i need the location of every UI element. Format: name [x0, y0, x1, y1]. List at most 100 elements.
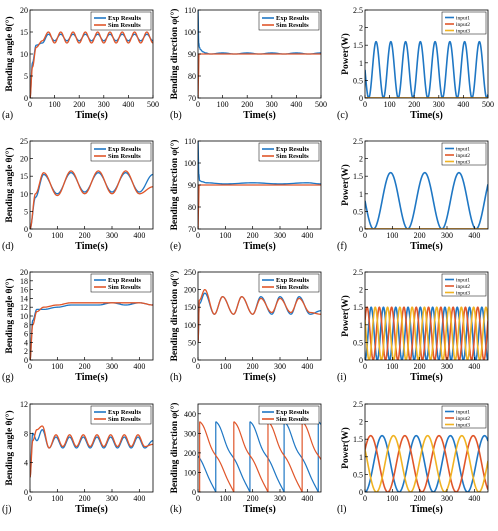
panel-j-xtick-label: 400: [133, 494, 145, 503]
panel-j-series-sim-results: [30, 425, 153, 478]
panel-k-ytick-label: 0: [192, 488, 196, 497]
panel-k-ytick-label: 100: [184, 468, 196, 477]
panel-a-plot-area: [30, 31, 153, 98]
panel-d-xtick-label: 200: [79, 231, 91, 240]
panel-l-legend-label: input2: [456, 416, 470, 422]
panel-c-axes-frame: [364, 9, 489, 99]
panel-j-ytick-label: 12: [20, 400, 28, 409]
panel-c-ytick-label: 1.5: [353, 41, 363, 50]
panel-b-xtick-label: 300: [266, 100, 278, 109]
panel-b-ytick-label: 100: [184, 28, 196, 37]
panel-l-ytick-label: 1.5: [353, 435, 363, 444]
panel-b-legend-label: Sim Results: [276, 22, 309, 29]
panel-c-xtick-label: 400: [457, 100, 469, 109]
panel-l-legend-label: input3: [456, 423, 470, 429]
panel-j-legend-label: Sim Results: [108, 416, 141, 423]
panel-i-ytick-label: 1.5: [353, 303, 363, 312]
panel-b-xtick-label: 100: [217, 100, 229, 109]
panel-g-xlabel: Time(s): [75, 372, 108, 383]
panel-l-xtick-label: 400: [468, 494, 480, 503]
panel-a-legend-label: Exp Results: [108, 15, 142, 22]
panel-e-ytick-label: 70: [188, 225, 196, 234]
panel-h-xtick-label: 300: [274, 362, 286, 371]
panel-a-xtick-label: 100: [49, 100, 61, 109]
panel-h-xtick-label: 100: [219, 362, 231, 371]
panel-f-panel-label: (f): [337, 241, 347, 252]
panel-g-xtick-label: 300: [106, 362, 118, 371]
panel-f-ytick-label: 2.5: [353, 137, 363, 146]
panel-c-xtick-label: 500: [482, 100, 494, 109]
panel-a: 0 100 200 300 400 500 0 5 10 15 20 Time(s) Bending a…: [2, 6, 159, 121]
panel-e-ytick-label: 80: [188, 203, 196, 212]
panel-l-axes-frame: [364, 403, 489, 493]
panel-h-ytick-label: 100: [184, 321, 196, 330]
panel-c-ytick-label: 2: [359, 24, 363, 33]
panel-e-ytick-label: 90: [188, 181, 196, 190]
panel-k-series-exp-results-2: [249, 421, 285, 492]
panel-g-plot-area: [30, 302, 153, 360]
panel-l-xtick-label: 100: [386, 494, 398, 503]
panel-j-xtick-label: 100: [51, 494, 63, 503]
panel-l-xtick-label: 300: [441, 494, 453, 503]
panel-f-xtick-label: 300: [441, 231, 453, 240]
panel-a-xtick-label: 500: [147, 100, 159, 109]
panel-a-ytick-label: 0: [24, 94, 28, 103]
panel-c-legend-label: input3: [456, 29, 470, 35]
panel-k-series-exp-results-0: [198, 455, 217, 492]
panel-k-xtick-label: 100: [219, 494, 231, 503]
panel-e-xtick-label: 200: [247, 231, 259, 240]
panel-c-ytick-label: 2.5: [353, 6, 363, 15]
panel-k-ytick-label: 400: [184, 410, 196, 419]
panel-d-xtick-label: 400: [133, 231, 145, 240]
panel-k-plot-area: [198, 421, 321, 492]
panel-k: 0 100 200 300 400 0 100 200 300 400 Time(s) Bending…: [169, 403, 322, 515]
panel-i-plot-area: [365, 306, 488, 360]
panel-b-ytick-label: 70: [188, 94, 196, 103]
panel-a-ytick-label: 10: [20, 50, 28, 59]
panel-h-ytick-label: 50: [188, 338, 196, 347]
panel-d-xtick-label: 300: [106, 231, 118, 240]
panel-k-series-exp-results-1: [215, 421, 251, 492]
panel-l-series-input3: [365, 434, 488, 492]
panel-k-series-sim-results-2: [267, 421, 303, 492]
panel-a-ytick-label: 20: [20, 6, 28, 15]
panel-a-ytick-label: 5: [24, 72, 28, 81]
panel-e-ylabel: Bending direction φ(°): [169, 140, 180, 231]
panel-h-legend-label: Exp Results: [276, 277, 310, 284]
panel-g-ytick-label: 0: [24, 356, 28, 365]
panel-i-panel-label: (i): [337, 372, 346, 383]
panel-i-ytick-label: 0: [359, 356, 363, 365]
panel-d-ylabel: Bending angle θ(°): [4, 147, 15, 222]
panel-c-ylabel: Power(W): [340, 33, 351, 75]
panel-d-xtick-label: 100: [51, 231, 63, 240]
panel-j-ytick-label: 4: [24, 459, 28, 468]
panel-d-ytick-label: 5: [24, 207, 28, 216]
panel-d-xlabel: Time(s): [75, 241, 108, 252]
panel-f-ylabel: Power(W): [340, 164, 351, 206]
panel-b-plot-area: [198, 10, 321, 98]
panel-h-ytick-label: 250: [184, 268, 196, 277]
panel-a-xtick-label: 200: [73, 100, 85, 109]
panel-j-xtick-label: 0: [28, 494, 32, 503]
panel-a-xlabel: Time(s): [75, 110, 108, 121]
panel-j-ytick-label: 0: [24, 488, 28, 497]
panel-e-xlabel: Time(s): [243, 241, 276, 252]
panel-f-legend-label: input2: [456, 153, 470, 159]
panel-c-series-input1: [365, 40, 488, 98]
panel-i: 0 100 200 300 400 0 0.5 1 1.5 2 2.5 Time(s) Power(W)…: [337, 268, 489, 383]
panel-c-plot-area: [365, 40, 488, 98]
panel-i-ytick-label: 0.5: [353, 338, 363, 347]
panel-g-legend-label: Sim Results: [108, 284, 141, 291]
panel-f-xlabel: Time(s): [410, 241, 443, 252]
panel-l-ytick-label: 0: [359, 488, 363, 497]
panel-e-ytick-label: 100: [184, 159, 196, 168]
panel-e-series-sim-results: [198, 184, 321, 229]
panel-e: 0 100 200 300 400 70 80 90 100 110 Time(s) Bending …: [169, 137, 322, 252]
panel-c-ytick-label: 0.5: [353, 76, 363, 85]
panel-g-panel-label: (g): [2, 372, 14, 383]
panel-k-xtick-label: 300: [274, 494, 286, 503]
panel-d-ytick-label: 10: [20, 190, 28, 199]
